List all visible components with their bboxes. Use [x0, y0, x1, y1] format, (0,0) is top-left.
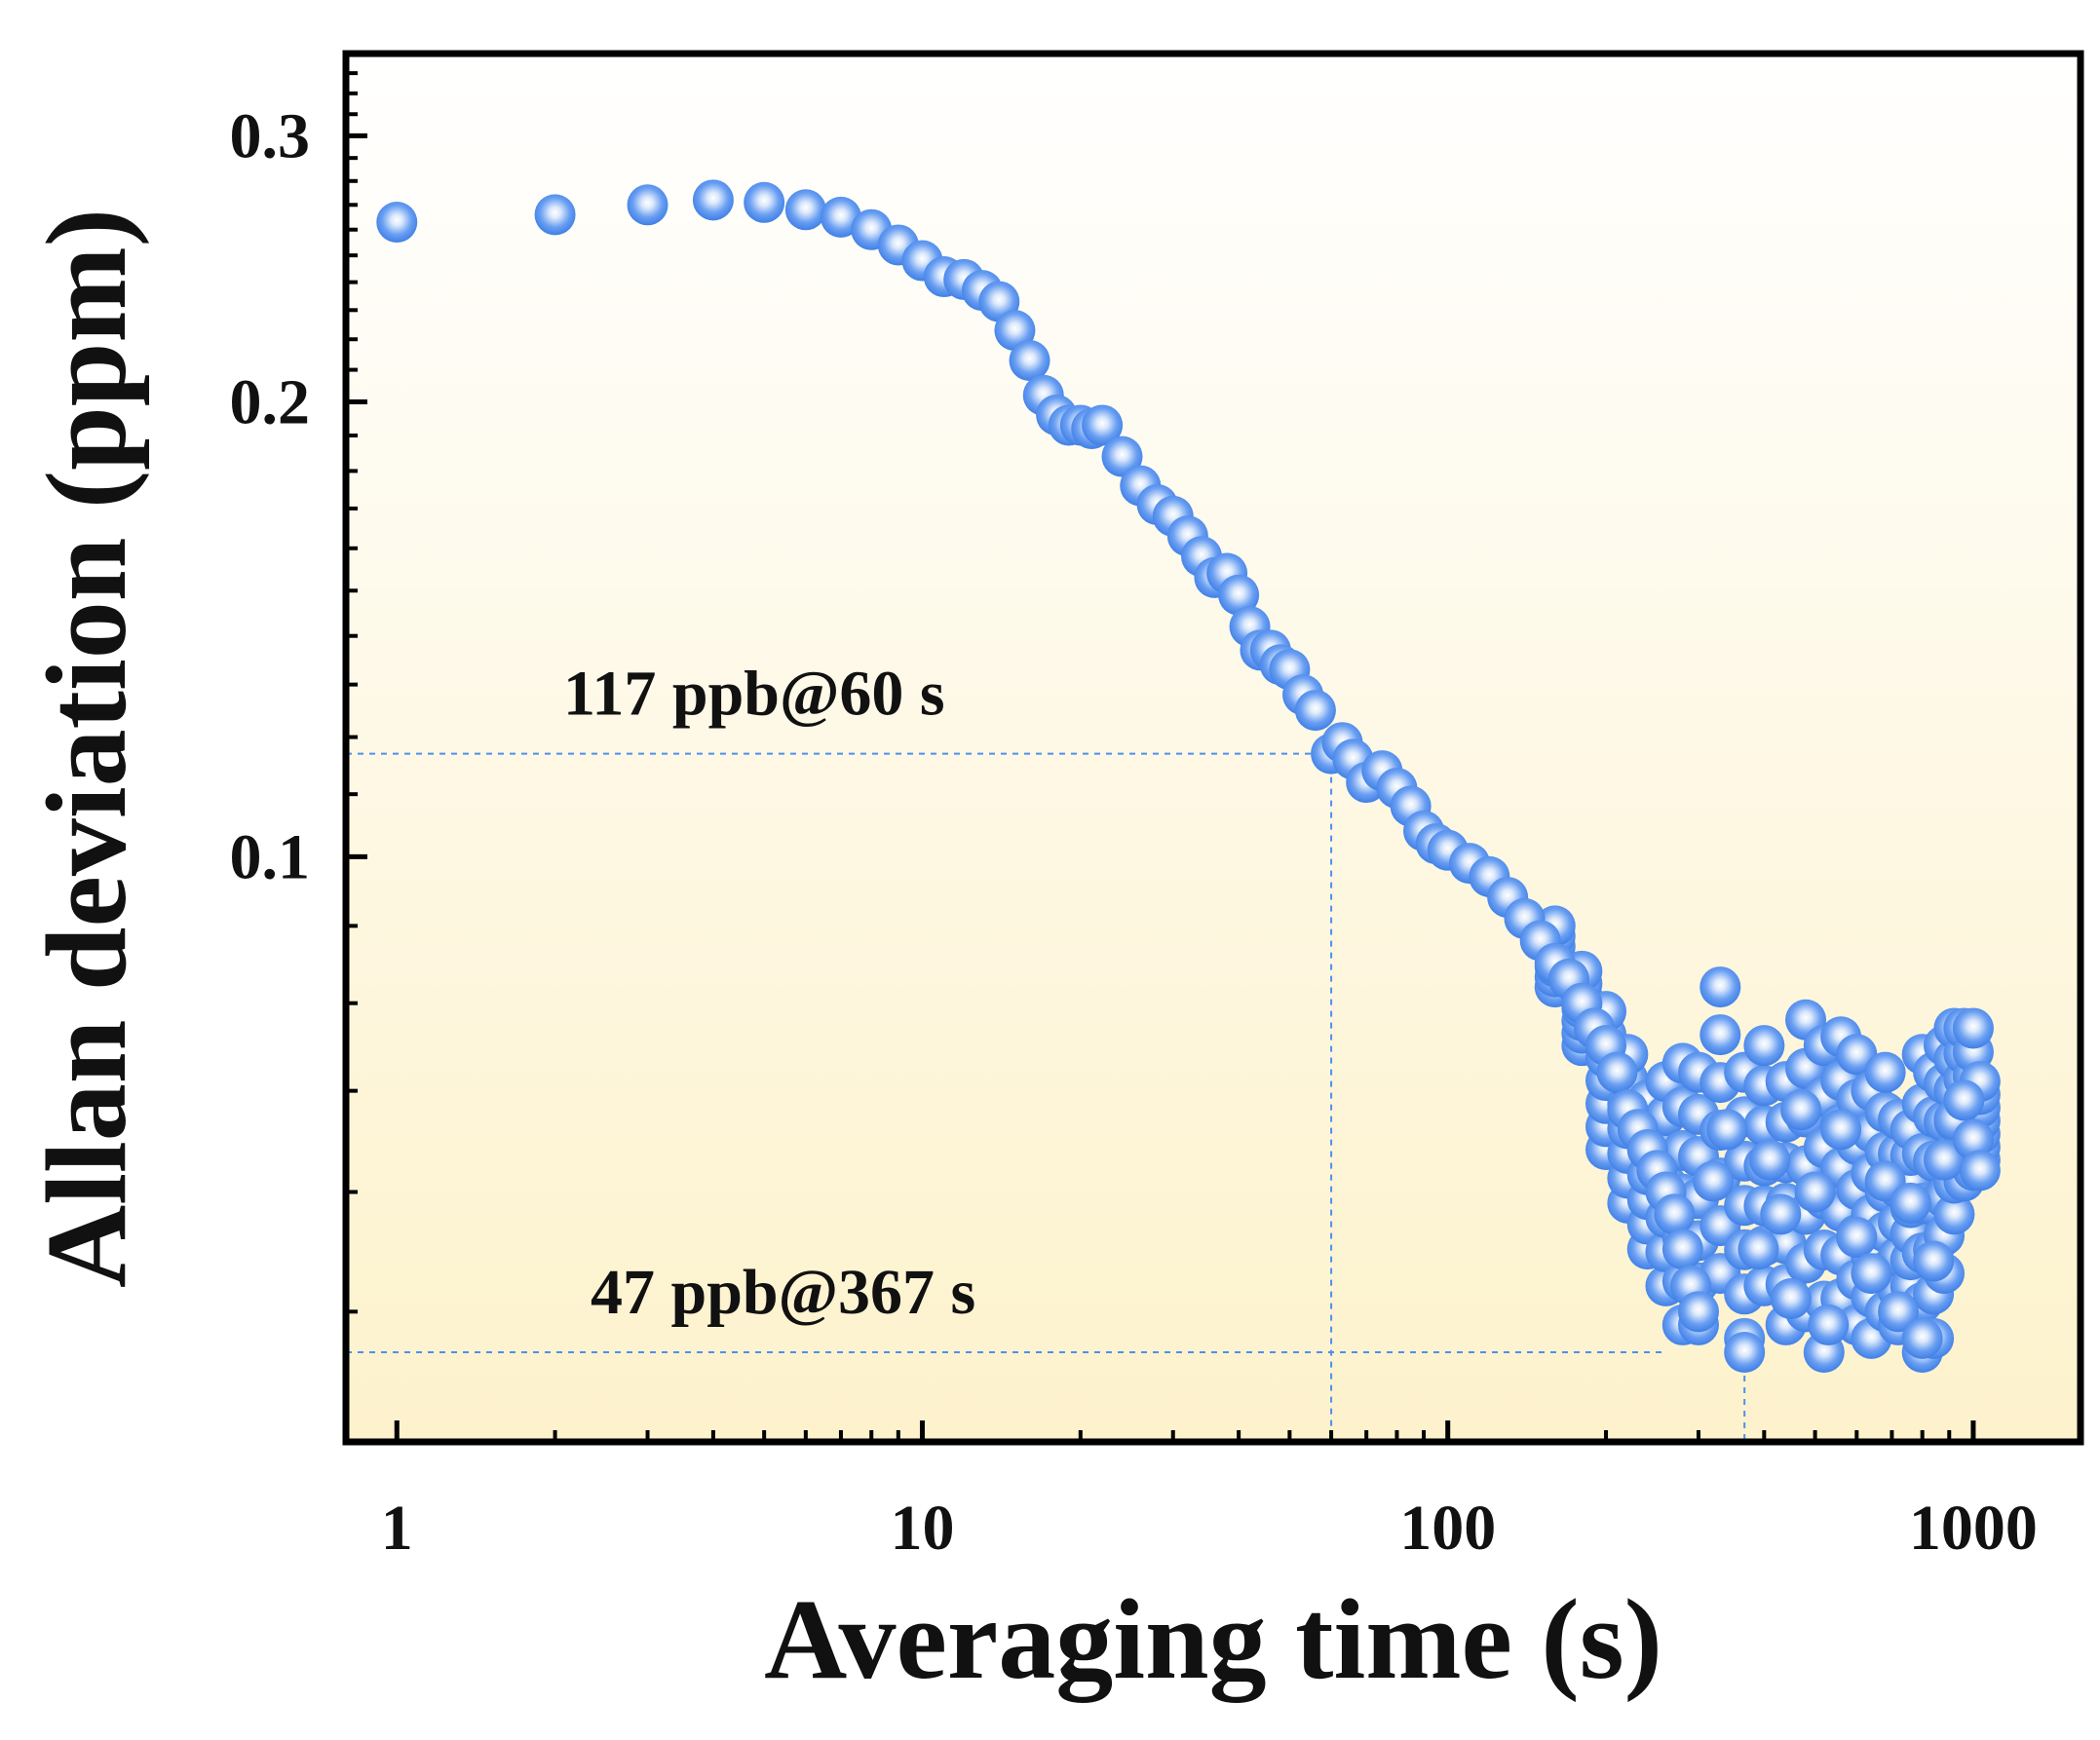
data-point	[1901, 1317, 1943, 1359]
data-point-envelope	[1864, 1051, 1906, 1093]
data-point	[1836, 1216, 1878, 1258]
data-point	[1794, 1171, 1836, 1213]
data-point	[692, 179, 734, 221]
x-tick-label: 100	[1399, 1493, 1496, 1564]
data-point	[1878, 1291, 1920, 1333]
data-point	[1749, 1139, 1791, 1181]
data-point	[1943, 1079, 1985, 1121]
data-point-envelope	[1699, 966, 1741, 1008]
y-axis-title: Allan deviation (ppm)	[22, 208, 150, 1288]
data-point	[376, 201, 418, 243]
annotation-label: 117 ppb@60 s	[563, 659, 945, 730]
data-point	[1693, 1160, 1735, 1202]
data-point	[1780, 1089, 1822, 1131]
data-point	[1706, 1109, 1748, 1151]
data-point	[1661, 1229, 1703, 1270]
data-point	[1294, 690, 1336, 732]
annotation-labels: 117 ppb@60 s 47 ppb@367 s	[563, 659, 975, 1328]
data-point	[744, 181, 785, 223]
data-point	[534, 194, 576, 236]
y-tick-label: 0.2	[230, 366, 311, 437]
data-point-envelope	[1699, 1014, 1741, 1056]
data-point	[1808, 1304, 1850, 1345]
annotation-label: 47 ppb@367 s	[591, 1257, 975, 1328]
data-point	[1770, 1277, 1812, 1319]
data-point	[784, 189, 826, 231]
data-point	[1724, 1331, 1766, 1373]
data-point	[627, 184, 668, 226]
data-point	[1851, 1253, 1892, 1295]
data-point	[1923, 1139, 1965, 1181]
plot-frame	[342, 50, 2084, 1446]
x-tick-label: 1000	[1909, 1493, 2038, 1564]
data-point	[1890, 1182, 1931, 1224]
x-tick-label: 1	[381, 1493, 413, 1564]
data-point	[1082, 404, 1124, 446]
data-points	[376, 179, 2001, 1373]
data-point	[1952, 1118, 1994, 1160]
data-point	[1760, 1193, 1802, 1235]
data-point	[1654, 1193, 1696, 1235]
data-point-envelope	[1952, 1007, 1994, 1049]
x-tick-labels: 1 10 100 1000	[381, 1493, 2038, 1564]
data-point	[1596, 1051, 1638, 1093]
data-point	[1218, 574, 1260, 616]
data-point	[1677, 1291, 1719, 1333]
y-tick-labels: 0.1 0.2 0.3	[230, 100, 311, 892]
data-point	[1737, 1229, 1779, 1270]
data-point	[1959, 1150, 2001, 1192]
axis-ticks	[346, 52, 1976, 1442]
y-tick-label: 0.3	[230, 100, 311, 171]
x-axis-title: Averaging time (s)	[764, 1575, 1662, 1703]
data-point-envelope	[1933, 1193, 1975, 1235]
data-point	[1009, 340, 1050, 382]
y-tick-label: 0.1	[230, 821, 311, 892]
data-point	[1913, 1240, 1955, 1282]
data-point	[1101, 435, 1143, 477]
data-point-envelope	[1743, 1025, 1785, 1067]
data-point	[1820, 1109, 1862, 1151]
x-tick-label: 10	[890, 1493, 954, 1564]
